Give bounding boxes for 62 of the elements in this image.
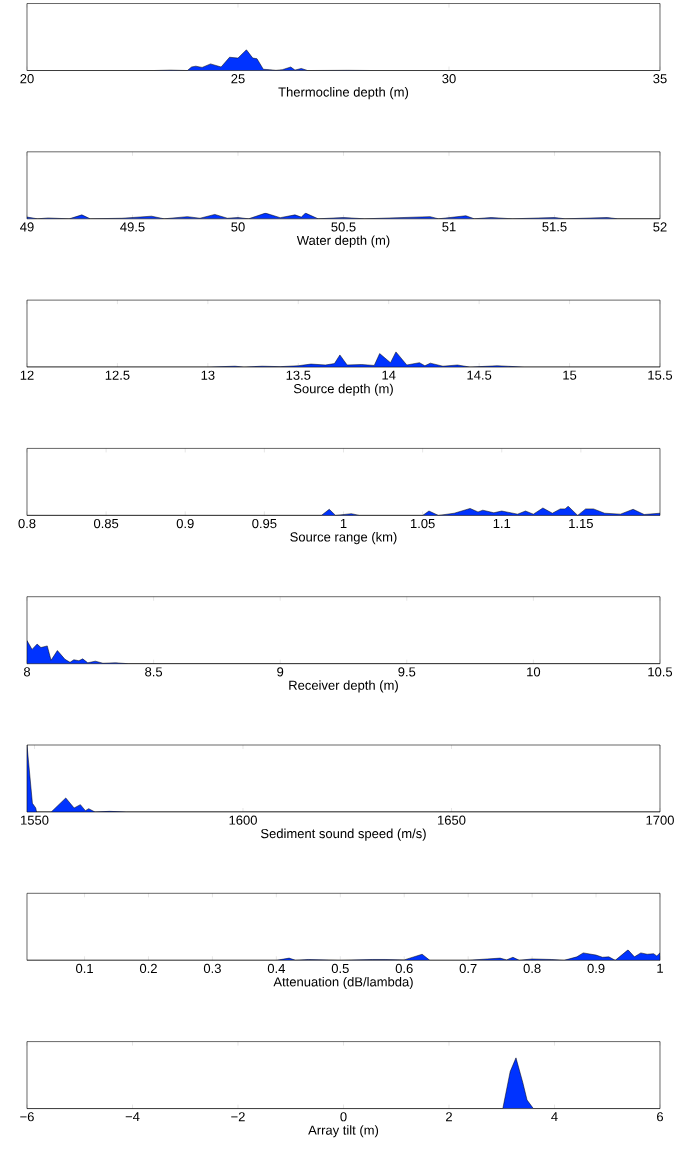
x-tick-label: 51 (442, 222, 456, 232)
x-tick-label: 50 (231, 222, 245, 232)
x-tick-label: 12 (20, 370, 34, 380)
x-tick-label: 0.8 (18, 518, 36, 529)
x-tick-label: 30 (442, 74, 456, 84)
x-tick-label: −2 (231, 1112, 245, 1122)
x-tick-label: 50.5 (331, 222, 356, 232)
x-axis-title: Array tilt (m) (308, 1125, 379, 1138)
x-tick-label: 6 (657, 1112, 664, 1122)
x-tick-label: 51.5 (542, 222, 567, 232)
x-tick-label: 0.1 (76, 963, 93, 974)
x-tick-label: 0.3 (203, 963, 221, 974)
x-axis-title: Sediment sound speed (m/s) (260, 828, 426, 841)
x-tick-label: 25 (231, 74, 245, 84)
x-axis-title: Attenuation (dB/lambda) (273, 976, 413, 990)
x-tick-label: 10.5 (648, 667, 673, 677)
x-tick-label: 0.85 (93, 518, 119, 529)
x-tick-label: 49 (20, 222, 34, 232)
x-tick-label: 1700 (646, 815, 674, 825)
x-tick-label: 35 (653, 74, 667, 84)
x-tick-label: 9.5 (398, 667, 416, 677)
x-tick-label: 8.5 (145, 667, 163, 677)
x-tick-label: 0.9 (587, 963, 605, 974)
x-tick-label: 14.5 (467, 370, 492, 380)
x-tick-label: 4 (551, 1112, 558, 1122)
x-tick-label: 20 (20, 74, 34, 84)
x-tick-label: 0.95 (252, 518, 277, 529)
x-tick-label: 1600 (229, 815, 257, 825)
x-axis-title: Thermocline depth (m) (278, 87, 409, 100)
x-tick-label: 1.05 (410, 518, 435, 529)
x-tick-label: 15.5 (648, 370, 673, 380)
x-tick-label: 0.9 (176, 518, 194, 529)
x-tick-label: 2 (446, 1112, 452, 1122)
x-axis-title: Source depth (m) (293, 383, 393, 396)
x-tick-label: 0 (340, 1112, 347, 1122)
x-tick-label: 12.5 (105, 370, 130, 380)
x-tick-label: 1650 (438, 815, 466, 825)
x-tick-label: 9 (277, 667, 284, 677)
x-tick-label: 0.6 (395, 963, 413, 974)
x-tick-label: 1 (340, 518, 347, 528)
x-tick-label: 52 (653, 222, 667, 232)
x-tick-label: 1 (657, 963, 663, 973)
x-tick-label: 8 (23, 667, 31, 677)
x-tick-label: 1.1 (493, 518, 511, 528)
x-tick-label: 0.4 (267, 963, 286, 974)
x-tick-label: 14 (382, 370, 396, 380)
x-tick-label: 0.8 (523, 963, 541, 974)
x-tick-label: 15 (563, 370, 577, 380)
x-tick-label: 0.5 (331, 963, 349, 974)
x-tick-label: 0.2 (139, 963, 157, 974)
x-tick-label: 13 (201, 370, 215, 380)
x-axis-title: Receiver depth (m) (289, 680, 398, 693)
x-axis-title: Water depth (m) (296, 235, 390, 248)
x-tick-label: 1.15 (569, 518, 593, 529)
x-tick-label: 13.5 (286, 370, 311, 380)
x-tick-label: −4 (125, 1112, 140, 1122)
x-tick-label: 1550 (21, 815, 49, 825)
x-tick-label: 49.5 (120, 222, 145, 232)
x-axis-title: Source range (km) (290, 532, 397, 545)
x-tick-label: 10 (527, 667, 541, 677)
x-tick-label: 0.7 (459, 963, 477, 974)
x-tick-label: −6 (20, 1112, 34, 1122)
